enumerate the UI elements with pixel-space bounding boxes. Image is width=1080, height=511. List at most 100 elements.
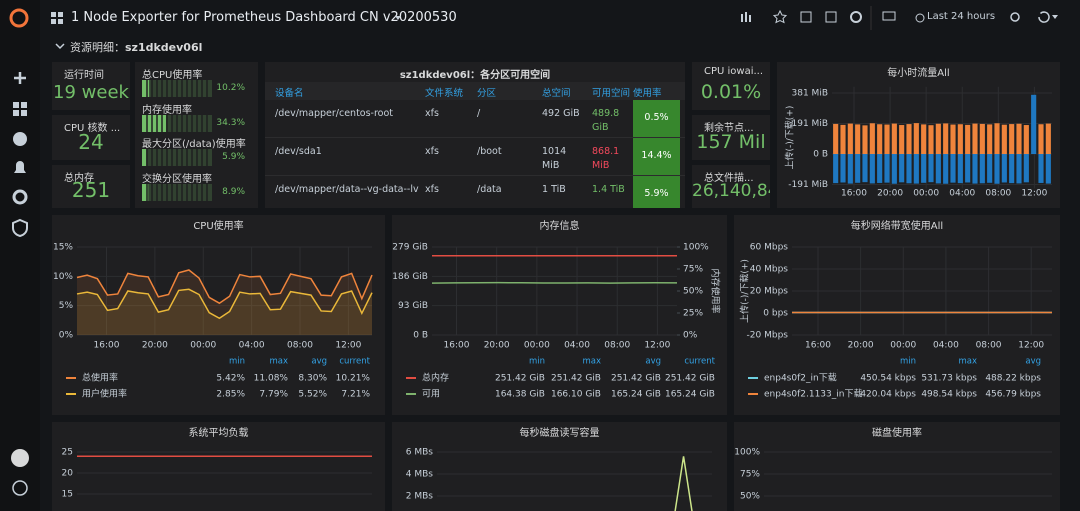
dashboards-icon[interactable] (13, 102, 27, 116)
row-divider (265, 175, 685, 176)
stat-panel: 总内存 251 (52, 165, 130, 208)
panel-title: 每秒网络带宽使用All (851, 219, 943, 232)
gauge-value: 8.9% (222, 186, 245, 197)
y-tick-label: 40 Mbps (750, 265, 789, 275)
legend-value: 2.85% (216, 390, 245, 400)
alert-icon[interactable] (14, 161, 26, 173)
bar (899, 125, 905, 154)
stat-value: 24 (78, 130, 104, 154)
legend-header: max (958, 357, 977, 367)
time-icon[interactable] (915, 13, 925, 23)
cell-text: xfs (425, 146, 439, 157)
stat-title: 剩余节点... (704, 123, 754, 134)
graph: 系统平均负载 25 20 15 (62, 426, 372, 500)
bar (891, 123, 897, 154)
legend-value: 10.21% (336, 374, 371, 384)
time-range[interactable]: Last 24 hours (927, 11, 996, 22)
stat-panel: CPU iowai... 0.01% (692, 62, 770, 110)
bar (1016, 123, 1022, 154)
avatar[interactable] (11, 449, 29, 467)
refresh-caret[interactable] (1052, 15, 1058, 19)
x-tick-label: 04:00 (239, 341, 265, 351)
bar (921, 154, 927, 183)
bar (1009, 124, 1015, 154)
panel-title: 每小时流量All (887, 66, 949, 79)
legend-value: 251.42 GiB (495, 374, 545, 384)
panel-title: 磁盘使用率 (872, 426, 922, 439)
table-header-bg (265, 82, 685, 100)
graph-panel: 内存信息 279 GiB 186 GiB 93 GiB 0 B 100% 75% 50% 25%… (392, 215, 727, 415)
legend-name: 总使用率 (82, 372, 118, 384)
title-caret[interactable] (394, 14, 402, 22)
row-title[interactable]: 资源明细：sz1dkdev06l (70, 39, 202, 55)
gauge-label: 内存使用率 (142, 104, 192, 116)
legend-value: 7.79% (259, 390, 288, 400)
y-tick-label: -191 MiB (788, 180, 828, 190)
create-icon[interactable] (14, 72, 26, 84)
legend-header: current (684, 357, 715, 367)
legend-value: 251.42 GiB (551, 374, 601, 384)
stat-value: 26,140,84 (692, 181, 770, 201)
share[interactable] (800, 11, 812, 23)
logo[interactable] (9, 8, 29, 28)
gauge-label: 交换分区使用率 (142, 173, 212, 185)
settings[interactable] (850, 11, 862, 23)
explore-icon[interactable] (13, 132, 27, 146)
admin-icon[interactable] (12, 218, 28, 238)
bar (972, 154, 978, 184)
x-tick-label: 04:00 (949, 189, 975, 199)
bar (847, 123, 853, 154)
y2-tick-label: 100% (683, 243, 709, 253)
usage-cell: 5.9% (633, 176, 680, 208)
bar (891, 154, 897, 184)
help-icon[interactable] (12, 480, 28, 496)
legend-header: max (582, 357, 601, 367)
column-header: 文件系统 (425, 88, 464, 99)
star[interactable] (772, 9, 788, 24)
graph: CPU使用率 15% 10% 5% 0% 16:00 20:00 00:00 04:00 08:0… (53, 219, 373, 400)
dashboard-title[interactable]: 1 Node Exporter for Prometheus Dashboard… (71, 10, 457, 25)
legend-value: 251.42 GiB (611, 374, 661, 384)
x-tick-label: 00:00 (890, 341, 916, 351)
bar (965, 154, 971, 183)
cycle-view[interactable] (882, 11, 896, 21)
y-tick-label: 5% (59, 301, 74, 311)
x-tick-label: 00:00 (190, 341, 216, 351)
add-panel[interactable] (741, 14, 743, 22)
bar (855, 124, 861, 154)
bar (899, 154, 905, 183)
save[interactable] (825, 11, 837, 23)
bar (1031, 94, 1037, 154)
x-tick-label: 04:00 (564, 341, 590, 351)
cell-text: 1 TiB (542, 184, 566, 195)
bar (855, 154, 861, 183)
bar (972, 123, 978, 154)
legend-value: 11.08% (254, 374, 289, 384)
refresh[interactable] (1038, 11, 1050, 23)
row-collapse[interactable] (54, 40, 66, 52)
usage-cell: 14.4% (633, 138, 680, 175)
config-icon[interactable] (12, 189, 28, 205)
graph: 每秒网络带宽使用All 60 Mbps 40 Mbps 20 Mbps 0 bps -20… (739, 219, 1053, 400)
bar (921, 124, 927, 154)
graph-panel: 每小时流量All 381 MiB 191 MiB 0 B -191 MiB 上传(-)/下… (777, 62, 1060, 208)
y2-tick-label: 75% (683, 265, 703, 275)
legend-value: 165.24 GiB (665, 390, 715, 400)
bar (994, 154, 1000, 184)
y-tick-label: 75% (740, 470, 760, 480)
x-tick-label: 12:00 (335, 341, 361, 351)
y-axis-label: 上传(-)/下载(+) (784, 106, 796, 170)
x-tick-label: 20:00 (142, 341, 168, 351)
graph-panel: 每秒磁盘读写容量 6 MBs 4 MBs 2 MBs (392, 422, 727, 511)
x-tick-label: 20:00 (877, 189, 903, 199)
bar (869, 154, 875, 184)
x-tick-label: 12:00 (644, 341, 670, 351)
bar (884, 124, 890, 154)
legend-value: 166.10 GiB (551, 390, 601, 400)
x-tick-label: 08:00 (985, 189, 1011, 199)
zoom-out[interactable] (1010, 12, 1020, 22)
bar (884, 154, 890, 183)
y2-axis-label: 内存使用率 (710, 268, 722, 313)
bar (1023, 125, 1029, 154)
stat-value: 19 week (53, 82, 129, 103)
